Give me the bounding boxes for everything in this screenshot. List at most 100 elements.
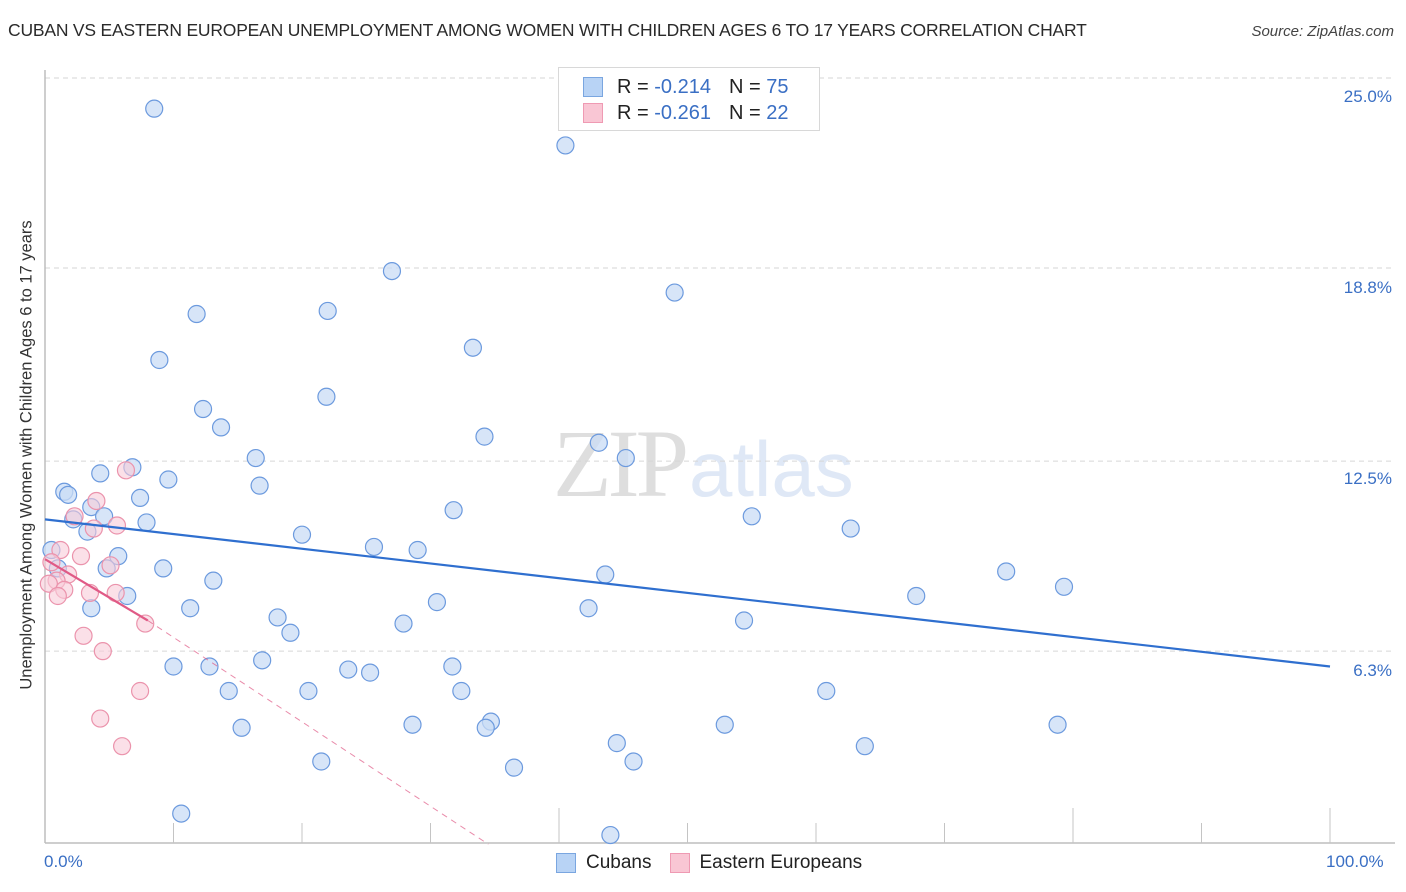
cubans-point[interactable] [607,734,626,753]
cubans-point[interactable] [1048,715,1067,734]
cubans-point[interactable] [200,657,219,676]
eastern-europeans-point[interactable] [116,461,136,480]
cubans-point[interactable] [91,464,110,483]
eastern-europeans-point[interactable] [136,614,155,633]
cubans-point[interactable] [232,718,251,737]
cubans-point[interactable] [361,663,380,682]
cubans-point[interactable] [556,136,575,155]
eastern-europeans-point[interactable] [48,586,67,606]
cubans-point[interactable] [59,485,78,504]
cubans-point[interactable] [211,418,231,437]
cubans-point[interactable] [219,681,238,701]
cubans-point[interactable] [408,540,427,560]
watermark-atlas: atlas [689,425,854,513]
cubans-point[interactable] [715,715,734,734]
legend-item-cubans[interactable]: Cubans [556,852,652,874]
eastern-europeans-point[interactable] [112,737,132,756]
axes-lines [44,70,1395,844]
cubans-point[interactable] [318,301,337,321]
legend-label: Cubans [586,852,652,873]
cubans-point[interactable] [268,608,287,627]
cubans-point[interactable] [187,304,206,324]
eastern-europeans-point[interactable] [87,491,106,511]
cubans-point[interactable] [154,559,173,578]
cubans-point[interactable] [172,804,191,823]
cubans-point[interactable] [734,611,754,630]
cubans-point[interactable] [137,513,156,532]
eastern-europeans-point[interactable] [71,547,91,566]
cubans-point[interactable] [130,488,150,508]
cubans-point[interactable] [504,758,524,777]
cubans-point[interactable] [312,752,331,771]
cubans-point[interactable] [463,338,483,357]
cubans-point[interactable] [281,623,300,642]
cubans-point[interactable] [427,593,447,612]
eastern-europeans-point[interactable] [130,681,150,701]
r-value: -0.261 [654,101,711,124]
cubans-point[interactable] [624,752,643,771]
cubans-point[interactable] [997,562,1016,581]
cubans-point[interactable] [907,586,926,606]
cubans-point[interactable] [246,448,265,468]
cubans-point[interactable] [665,283,684,302]
cubans-point[interactable] [382,261,402,281]
cubans-point[interactable] [855,737,874,756]
cubans-point[interactable] [476,718,495,737]
cubans-point[interactable] [364,537,384,557]
cubans-point[interactable] [317,387,336,406]
cubans-point[interactable] [443,657,462,676]
cubans-point[interactable] [181,599,200,618]
cubans-point[interactable] [742,507,761,526]
series-legend: Cubans Eastern Europeans [556,852,880,874]
eastern-europeans-point[interactable] [91,709,110,728]
cubans-point[interactable] [339,660,358,679]
x-tick-0: 0.0% [44,852,83,871]
cubans-point[interactable] [596,565,615,584]
cubans-point[interactable] [444,501,463,520]
cubans-point[interactable] [159,470,178,489]
n-value: 22 [766,101,789,124]
cubans-point[interactable] [817,681,836,701]
cubans-point[interactable] [292,525,312,544]
eastern-europeans-points [39,461,155,756]
cubans-point[interactable] [164,657,183,676]
cubans-trend-line [44,518,1331,668]
eastern-europeans-trend-line [44,558,149,622]
cubans-point[interactable] [250,476,269,495]
cubans-point[interactable] [95,507,114,526]
cubans-point[interactable] [394,614,413,633]
eastern-europeans-point[interactable] [84,519,103,538]
legend-label: Eastern Europeans [699,852,863,873]
y-tick-6-3: 6.3% [1353,661,1392,680]
cubans-point[interactable] [452,681,471,701]
cubans-point[interactable] [475,427,494,446]
eastern-europeans-point[interactable] [74,626,93,645]
cubans-point[interactable] [82,599,101,618]
cubans-point[interactable] [841,519,860,538]
eastern-europeans-point[interactable] [107,516,127,535]
eastern-europeans-point[interactable] [93,642,112,661]
r-label: R = [617,101,649,124]
cubans-point[interactable] [204,571,223,590]
eastern-europeans-point[interactable] [65,507,84,526]
cubans-point[interactable] [145,99,164,118]
cubans-point[interactable] [601,825,620,845]
cubans-point[interactable] [1054,577,1074,596]
cubans-point[interactable] [150,350,169,370]
eastern-europeans-point[interactable] [51,540,70,560]
cubans-point[interactable] [579,599,598,618]
eastern-europeans-point[interactable] [101,556,120,575]
cubans-point[interactable] [616,448,635,468]
cubans-point[interactable] [253,651,272,670]
eastern-europeans-point[interactable] [39,574,58,593]
legend-row-cubans: R = -0.214 N = 75 [583,75,788,99]
cubans-point[interactable] [299,681,318,701]
cubans-point[interactable] [403,715,422,734]
chart-title: CUBAN VS EASTERN EUROPEAN UNEMPLOYMENT A… [8,20,1087,40]
cubans-swatch-icon [583,77,603,97]
cubans-point[interactable] [193,399,213,419]
x-tick-100: 100.0% [1326,852,1384,871]
cubans-point[interactable] [589,433,608,452]
legend-item-eastern-europeans[interactable]: Eastern Europeans [669,852,863,874]
